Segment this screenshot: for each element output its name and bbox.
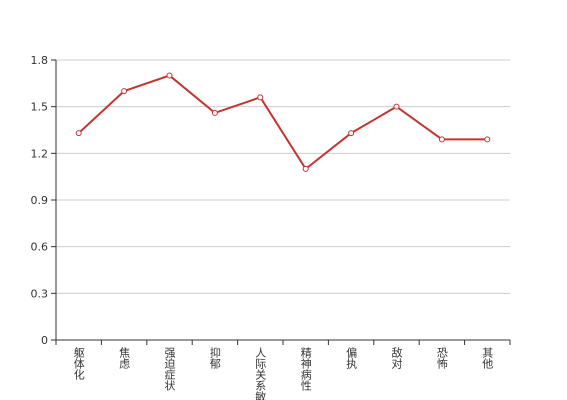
- point: [302, 165, 309, 172]
- x-tick-label: 强迫症状: [163, 347, 176, 391]
- line: [78, 74, 488, 171]
- x-tick-label: 躯体化: [72, 347, 85, 381]
- x-tick-label: 精神病性: [299, 347, 312, 392]
- x-tick-label: 焦虑: [118, 347, 131, 369]
- x-tick-label: 抑郁: [208, 346, 221, 369]
- x-tick-label: 其他: [481, 347, 494, 369]
- point: [75, 130, 82, 137]
- point: [393, 103, 400, 110]
- point: [257, 94, 264, 101]
- y-tick-label: 1.2: [31, 147, 49, 160]
- y-tick-label: 1.5: [31, 101, 49, 114]
- point: [121, 88, 128, 95]
- point: [438, 136, 445, 143]
- point: [348, 130, 355, 137]
- point: [484, 136, 491, 143]
- x-tick-label: 恐怖: [435, 347, 448, 369]
- y-tick-label: 0.9: [31, 194, 49, 207]
- y-tick-label: 1.8: [31, 54, 49, 67]
- y-tick-label: 0: [41, 334, 48, 347]
- x-tick-label: 敌对: [390, 346, 403, 369]
- x-tick-label: 偏执: [345, 346, 358, 370]
- y-tick-label: 0.6: [31, 241, 49, 254]
- x-tick-label: 人际关系敏感: [254, 347, 267, 400]
- point: [166, 72, 173, 79]
- y-tick-label: 0.3: [31, 287, 49, 300]
- point: [211, 109, 218, 116]
